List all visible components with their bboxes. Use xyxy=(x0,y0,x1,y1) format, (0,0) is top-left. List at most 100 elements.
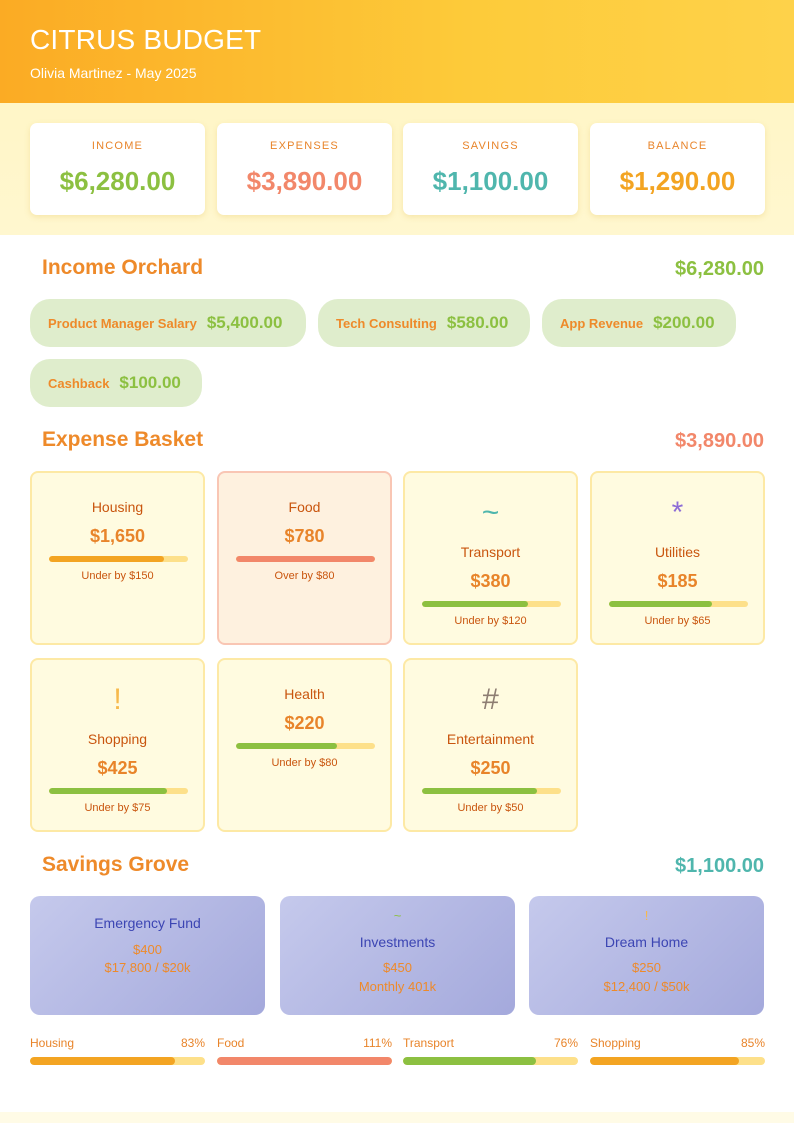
expense-note: Under by $65 xyxy=(644,615,711,627)
income-item-cashback: Cashback $100.00 xyxy=(30,359,202,407)
progress-transport: Transport 76% xyxy=(403,1036,578,1066)
expense-budget-bar xyxy=(236,556,375,562)
progress-track xyxy=(590,1057,765,1065)
expense-section-title: Expense Basket xyxy=(42,428,204,451)
expense-name: Utilities xyxy=(654,544,701,560)
expense-name: Shopping xyxy=(87,731,148,747)
income-summary-card: INCOME $6,280.00 xyxy=(30,123,205,215)
progress-label: Housing xyxy=(30,1036,75,1050)
income-summary-value: $6,280.00 xyxy=(59,166,176,196)
expense-budget-bar xyxy=(49,788,188,794)
header: CITRUS BUDGET Olivia Martinez - May 2025 xyxy=(0,0,794,103)
expense-name: Housing xyxy=(91,499,144,515)
expenses-summary-label: EXPENSES xyxy=(270,140,339,152)
expense-budget-bar xyxy=(49,556,188,562)
exclamation-icon: ! xyxy=(113,683,122,716)
expense-name: Health xyxy=(284,686,325,702)
expense-name: Food xyxy=(288,499,321,515)
goal-card-dream-home: ! Dream Home $250 $12,400 / $50k xyxy=(529,896,764,1015)
income-item-app-revenue: App Revenue $200.00 xyxy=(542,299,736,347)
expense-budget-bar xyxy=(422,601,561,607)
expense-budget-bar xyxy=(422,788,561,794)
asterisk-icon: * xyxy=(671,496,684,529)
income-item-salary: Product Manager Salary $5,400.00 xyxy=(30,299,306,347)
income-item-label: App Revenue xyxy=(560,315,644,331)
app-subtitle: Olivia Martinez - May 2025 xyxy=(30,65,197,81)
exclamation-icon: ! xyxy=(644,908,649,923)
expense-note: Under by $80 xyxy=(271,757,338,769)
savings-summary-label: SAVINGS xyxy=(462,140,519,152)
progress-track xyxy=(217,1057,392,1065)
income-item-value: $100.00 xyxy=(119,373,181,392)
goal-amount: $450 xyxy=(383,960,412,975)
balance-summary-card: BALANCE $1,290.00 xyxy=(590,123,765,215)
goal-name: Investments xyxy=(359,934,436,950)
savings-summary-card: SAVINGS $1,100.00 xyxy=(403,123,578,215)
expense-card-housing: Housing $1,650 Under by $150 xyxy=(30,471,205,645)
savings-section-title: Savings Grove xyxy=(42,853,190,876)
savings-section-total: $1,100.00 xyxy=(675,855,764,877)
progress-percent: 76% xyxy=(553,1036,578,1050)
expense-amount: $780 xyxy=(284,526,325,546)
progress-food: Food 111% xyxy=(217,1036,392,1066)
tilde-icon: ~ xyxy=(481,496,500,529)
progress-label: Transport xyxy=(403,1036,454,1050)
income-section-title: Income Orchard xyxy=(42,256,204,279)
hash-icon: # xyxy=(482,683,499,716)
summary-band: INCOME $6,280.00 EXPENSES $3,890.00 SAVI… xyxy=(0,103,794,235)
goal-detail: $17,800 / $20k xyxy=(104,960,191,975)
expense-budget-bar xyxy=(609,601,748,607)
progress-percent: 111% xyxy=(363,1036,392,1050)
expense-note: Under by $120 xyxy=(454,615,527,627)
expense-name: Transport xyxy=(460,544,521,560)
goal-name: Emergency Fund xyxy=(94,915,201,931)
expense-note: Under by $150 xyxy=(81,570,154,582)
expense-name: Entertainment xyxy=(446,731,535,747)
progress-housing: Housing 83% xyxy=(30,1036,205,1066)
expense-card-shopping: ! Shopping $425 Under by $75 xyxy=(30,658,205,832)
expense-amount: $1,650 xyxy=(89,526,146,546)
expenses-summary-card: EXPENSES $3,890.00 xyxy=(217,123,392,215)
goal-detail: $12,400 / $50k xyxy=(603,979,690,994)
income-item-label: Tech Consulting xyxy=(336,315,437,331)
income-item-label: Cashback xyxy=(48,375,110,391)
income-item-consulting: Tech Consulting $580.00 xyxy=(318,299,530,347)
expense-budget-bar xyxy=(236,743,375,749)
progress-label: Food xyxy=(217,1036,245,1050)
expense-amount: $425 xyxy=(97,758,138,778)
expense-amount: $185 xyxy=(657,571,698,591)
progress-percent: 85% xyxy=(740,1036,765,1050)
progress-track xyxy=(403,1057,578,1065)
income-summary-label: INCOME xyxy=(91,140,144,152)
footer-strip xyxy=(0,1112,794,1123)
goal-card-emergency-fund: Emergency Fund $400 $17,800 / $20k xyxy=(30,896,265,1015)
goal-card-investments: ~ Investments $450 Monthly 401k xyxy=(280,896,515,1015)
tilde-icon: ~ xyxy=(393,908,402,923)
balance-summary-value: $1,290.00 xyxy=(619,166,736,196)
progress-percent: 83% xyxy=(180,1036,205,1050)
expense-card-health: Health $220 Under by $80 xyxy=(217,658,392,832)
income-item-value: $5,400.00 xyxy=(206,313,283,332)
progress-label: Shopping xyxy=(590,1036,641,1050)
income-item-label: Product Manager Salary xyxy=(48,315,197,331)
expense-card-transport: ~ Transport $380 Under by $120 xyxy=(403,471,578,645)
expense-card-food: Food $780 Over by $80 xyxy=(217,471,392,645)
expense-note: Over by $80 xyxy=(274,570,335,582)
expense-note: Under by $75 xyxy=(84,802,151,814)
expense-card-utilities: * Utilities $185 Under by $65 xyxy=(590,471,765,645)
expense-amount: $220 xyxy=(284,713,325,733)
app-title: CITRUS BUDGET xyxy=(30,24,262,55)
expense-card-entertainment: # Entertainment $250 Under by $50 xyxy=(403,658,578,832)
expense-section-total: $3,890.00 xyxy=(675,430,764,452)
balance-summary-label: BALANCE xyxy=(647,140,708,152)
expense-amount: $250 xyxy=(470,758,511,778)
expenses-summary-value: $3,890.00 xyxy=(246,166,363,196)
goal-amount: $400 xyxy=(133,942,162,957)
income-item-value: $200.00 xyxy=(653,313,715,332)
savings-summary-value: $1,100.00 xyxy=(432,166,549,196)
income-item-value: $580.00 xyxy=(446,313,509,332)
income-section-total: $6,280.00 xyxy=(675,258,764,280)
expense-note: Under by $50 xyxy=(457,802,524,814)
expense-amount: $380 xyxy=(470,571,511,591)
goal-name: Dream Home xyxy=(604,934,689,950)
